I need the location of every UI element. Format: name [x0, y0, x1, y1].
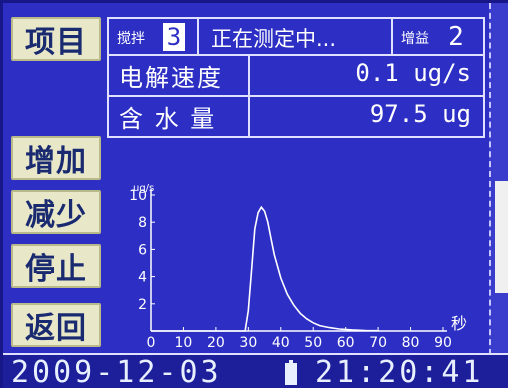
stir-level-value: 3	[163, 23, 185, 51]
y-axis-label: ug/s	[133, 183, 154, 194]
stir-label: 搅拌	[117, 31, 145, 47]
water-content-label: 含 水 量	[119, 105, 217, 133]
status-bar: 2009-12-03 21:20:41	[3, 353, 508, 388]
y-tick-label: 4	[138, 270, 147, 286]
right-scale-strip	[489, 3, 508, 355]
x-tick-label: 90	[434, 335, 452, 351]
water-content-value: 97.5 ug	[369, 100, 471, 128]
x-tick-label: 80	[402, 335, 420, 351]
rate-curve-line	[151, 205, 379, 332]
back-button[interactable]: 返回	[11, 303, 101, 347]
x-tick-label: 0	[147, 335, 156, 351]
x-tick-label: 60	[337, 335, 355, 351]
rate-label-cell: 电解速度	[107, 54, 250, 97]
status-panel: 正在测定中...	[197, 17, 393, 56]
x-tick-label: 20	[207, 335, 225, 351]
x-tick-label: 50	[304, 335, 322, 351]
measurement-status: 正在测定中...	[211, 27, 337, 51]
stir-setting: 搅拌 3	[107, 17, 199, 56]
y-tick-label: 2	[138, 297, 147, 313]
stop-button[interactable]: 停止	[11, 244, 101, 288]
electrolysis-chart: 0 10 20 30 40 50 60 70 80 90 2 4 6 8 10 ug/s 秒	[107, 179, 487, 359]
right-scale-panel	[495, 181, 508, 293]
rate-value-cell: 0.1 ug/s	[248, 54, 485, 97]
battery-icon	[285, 360, 297, 385]
time-display: 21:20:41	[315, 355, 484, 388]
x-tick-label: 70	[369, 335, 387, 351]
x-tick-label: 40	[272, 335, 290, 351]
y-tick-label: 6	[138, 242, 147, 258]
gain-setting: 增益 2	[391, 17, 485, 56]
water-value-cell: 97.5 ug	[248, 95, 485, 138]
y-tick-label: 8	[138, 215, 147, 231]
x-tick-label: 10	[175, 335, 193, 351]
x-axis-label: 秒	[451, 314, 467, 333]
rate-value: 0.1 ug/s	[355, 59, 471, 87]
water-label-cell: 含 水 量	[107, 95, 250, 138]
add-button[interactable]: 增加	[11, 136, 101, 180]
x-tick-label: 30	[239, 335, 257, 351]
date-display: 2009-12-03	[11, 355, 222, 388]
gain-label: 增益	[401, 31, 429, 47]
gain-level-value: 2	[448, 22, 464, 52]
rate-label: 电解速度	[119, 64, 223, 92]
item-button[interactable]: 项目	[11, 17, 101, 61]
reduce-button[interactable]: 减少	[11, 190, 101, 234]
y-tick-label: 10	[129, 188, 147, 204]
